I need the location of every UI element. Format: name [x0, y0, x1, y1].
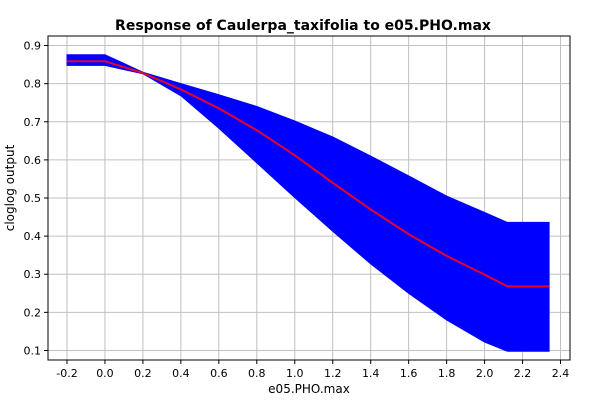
x-tick-label: 0.0: [96, 367, 114, 380]
confidence-band-layer: [66, 54, 550, 352]
x-tick-label: 1.2: [324, 367, 342, 380]
response-line: [67, 60, 550, 288]
y-tick-label: 0.4: [24, 230, 42, 243]
x-tick-label: 0.6: [210, 367, 228, 380]
x-tick-label: 0.8: [248, 367, 266, 380]
y-tick-label: 0.1: [24, 344, 42, 357]
chart-title: Response of Caulerpa_taxifolia to e05.PH…: [115, 18, 491, 34]
x-axis: -0.2 0.0 0.2 0.4 0.6 0.8 1.0 1.2 1.4 1.6 1.8 2.0 2.2…: [56, 360, 569, 380]
response-line-layer: [67, 60, 550, 288]
x-tick-label: 2.0: [476, 367, 494, 380]
y-tick-label: 0.3: [24, 268, 42, 281]
y-axis: 0.1 0.2 0.3 0.4 0.5 0.6 0.7 0.8 0.9: [24, 40, 48, 357]
y-tick-label: 0.8: [24, 78, 42, 91]
x-tick-label: 2.4: [552, 367, 570, 380]
y-tick-label: 0.6: [24, 154, 42, 167]
x-tick-label: 1.8: [438, 367, 456, 380]
x-tick-label: 0.2: [134, 367, 152, 380]
x-tick-label: 2.2: [514, 367, 532, 380]
y-tick-label: 0.5: [24, 192, 42, 205]
grid-layer: [48, 36, 570, 360]
x-tick-label: 1.4: [362, 367, 380, 380]
confidence-band: [66, 54, 550, 352]
y-axis-title: cloglog output: [3, 144, 17, 231]
x-tick-label: -0.2: [56, 367, 77, 380]
x-tick-label: 1.0: [286, 367, 304, 380]
y-tick-label: 0.9: [24, 40, 42, 53]
x-tick-label: 0.4: [172, 367, 190, 380]
x-axis-title: e05.PHO.max: [268, 382, 350, 396]
x-tick-label: 1.6: [400, 367, 418, 380]
y-tick-label: 0.7: [24, 116, 42, 129]
y-tick-label: 0.2: [24, 306, 42, 319]
